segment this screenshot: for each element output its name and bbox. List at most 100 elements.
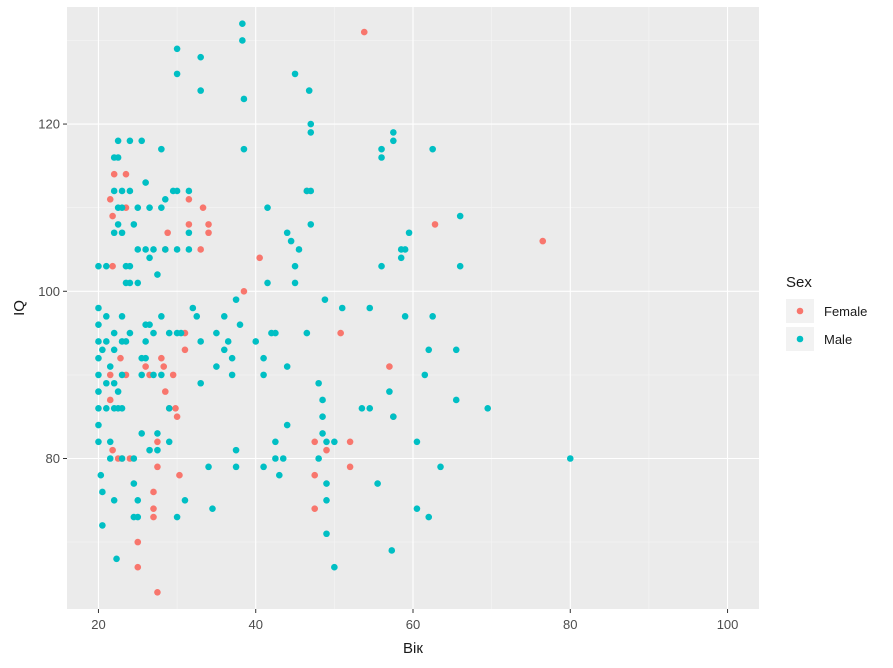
point-male	[283, 421, 291, 429]
point-male	[228, 371, 236, 379]
point-male	[240, 95, 248, 103]
point-female	[150, 488, 157, 496]
point-male	[220, 313, 228, 320]
point-male	[126, 279, 134, 287]
point-female	[142, 363, 149, 370]
point-female	[106, 196, 114, 203]
point-male	[287, 237, 295, 245]
point-male	[95, 438, 102, 446]
point-male	[134, 204, 142, 211]
point-female	[150, 513, 157, 521]
point-male	[338, 304, 346, 312]
point-male	[146, 204, 153, 211]
point-male	[425, 513, 433, 521]
point-male	[126, 329, 134, 337]
point-male	[272, 455, 279, 462]
point-male	[283, 229, 291, 237]
point-female	[109, 262, 116, 270]
point-female	[181, 346, 189, 354]
point-male	[197, 338, 204, 345]
point-female	[150, 505, 157, 512]
point-male	[110, 229, 118, 237]
point-female	[154, 463, 161, 471]
point-male	[110, 497, 118, 504]
point-male	[452, 396, 460, 404]
point-male	[95, 304, 102, 312]
point-male	[272, 438, 279, 446]
point-female	[311, 438, 319, 446]
point-male	[185, 187, 193, 195]
point-female	[106, 371, 114, 379]
point-male	[239, 37, 246, 44]
point-male	[401, 246, 409, 253]
point-male	[173, 45, 181, 53]
point-male	[390, 137, 397, 145]
point-female	[169, 371, 177, 379]
point-male	[150, 329, 157, 337]
legend-title: Sex	[786, 274, 812, 291]
y-axis-ticks: 80 100 120	[38, 117, 67, 466]
data-points	[95, 20, 574, 596]
point-male	[158, 145, 165, 153]
point-male	[118, 371, 126, 379]
point-female	[110, 170, 118, 178]
point-female	[346, 438, 354, 446]
point-male	[279, 455, 287, 462]
x-tick-label: 60	[406, 617, 420, 632]
point-male	[323, 497, 330, 504]
point-male	[331, 563, 338, 571]
point-male	[566, 455, 574, 462]
point-male	[272, 329, 279, 337]
point-male	[390, 129, 397, 136]
point-male	[456, 212, 464, 220]
legend-marker-female	[796, 307, 804, 315]
point-male	[323, 438, 330, 446]
point-female	[109, 212, 116, 220]
point-female	[386, 363, 393, 370]
point-male	[421, 371, 429, 379]
point-male	[99, 522, 106, 529]
point-male	[232, 463, 240, 471]
point-male	[397, 254, 405, 262]
point-male	[197, 53, 204, 61]
point-male	[264, 204, 271, 211]
point-male	[165, 438, 173, 446]
point-male	[283, 363, 291, 370]
point-male	[110, 329, 118, 337]
point-male	[165, 405, 173, 412]
x-tick-label: 20	[91, 617, 105, 632]
point-male	[315, 379, 322, 387]
legend-label-male: Male	[824, 332, 852, 347]
point-male	[323, 530, 330, 538]
point-male	[323, 480, 330, 487]
point-male	[213, 363, 220, 370]
point-male	[154, 271, 161, 278]
point-female	[172, 405, 179, 412]
point-male	[99, 488, 106, 496]
point-male	[138, 137, 146, 145]
point-male	[305, 87, 313, 94]
point-male	[484, 405, 492, 412]
point-male	[307, 120, 315, 128]
point-male	[378, 262, 385, 270]
point-male	[114, 221, 122, 228]
point-male	[138, 371, 146, 379]
point-male	[103, 338, 110, 345]
point-female	[346, 463, 354, 471]
point-male	[142, 354, 149, 362]
point-male	[197, 379, 204, 387]
point-male	[130, 480, 138, 487]
point-male	[158, 313, 165, 320]
point-male	[146, 446, 153, 454]
point-male	[358, 405, 366, 412]
point-male	[321, 296, 329, 303]
point-male	[260, 463, 267, 471]
point-male	[240, 145, 248, 153]
point-male	[189, 304, 197, 312]
point-female	[360, 28, 368, 36]
point-female	[161, 388, 169, 395]
point-male	[181, 497, 189, 504]
point-male	[97, 471, 105, 479]
point-female	[134, 563, 142, 571]
point-male	[158, 204, 165, 211]
